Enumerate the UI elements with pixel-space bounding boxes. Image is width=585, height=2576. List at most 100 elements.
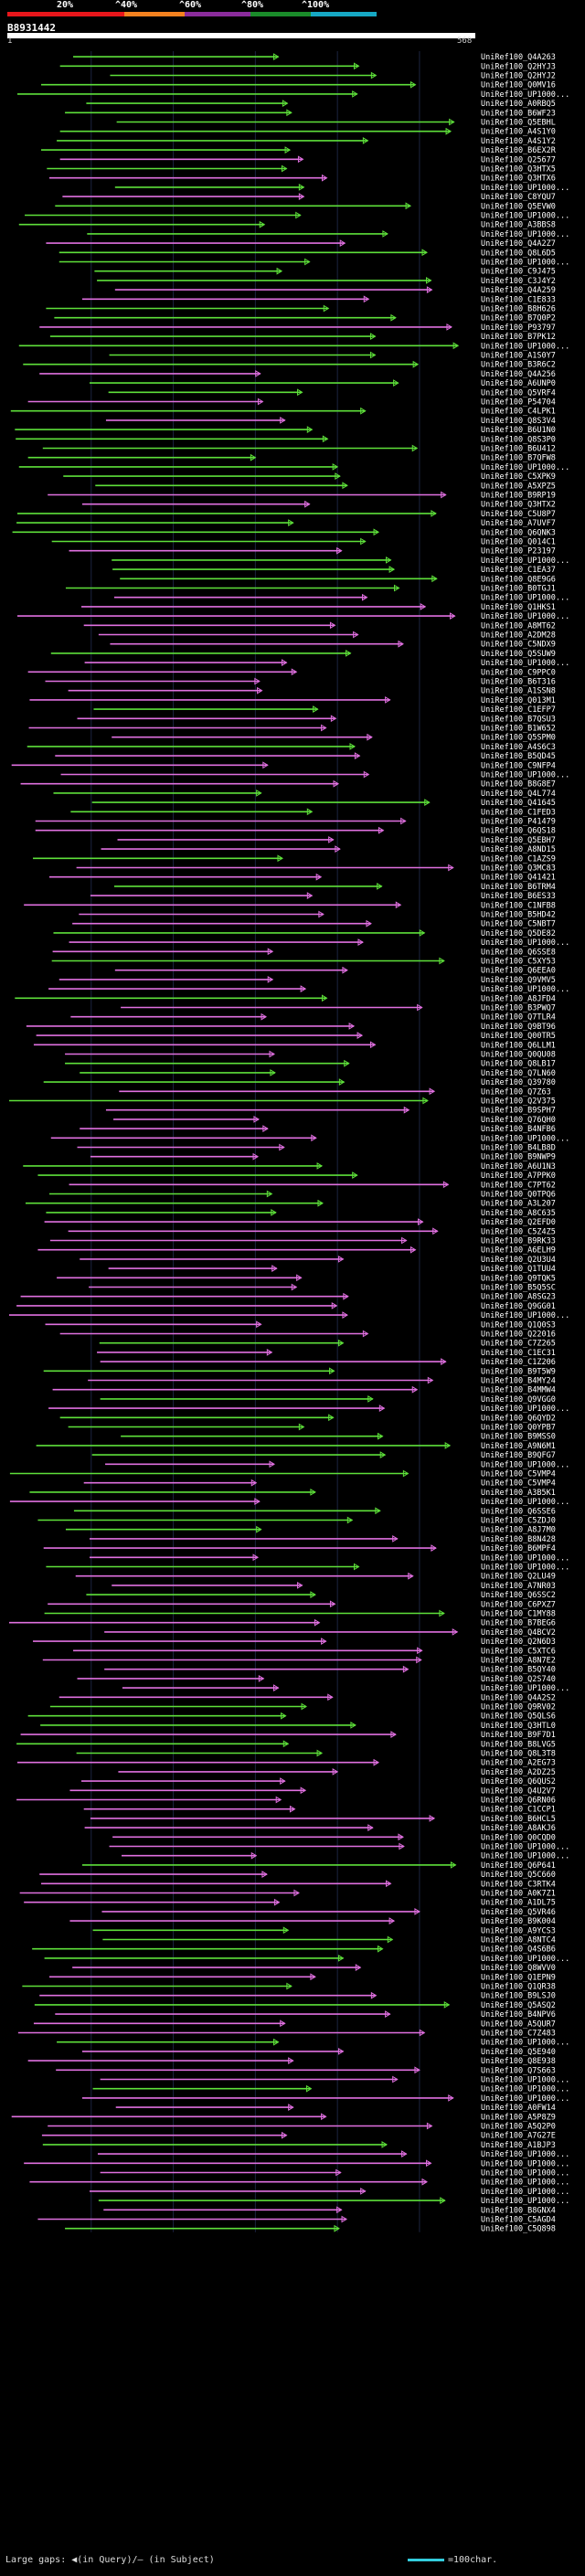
hit-end-arrow — [301, 1702, 308, 1711]
hit-end-arrow — [254, 677, 261, 685]
hit-row: UniRef100_P93797 — [39, 323, 556, 333]
hit-label: UniRef100_Q5C660 — [481, 1871, 556, 1880]
hit-label: UniRef100_UP1000... — [481, 230, 569, 239]
hit-row: UniRef100_C5U8P7 — [16, 510, 556, 519]
hit-row: UniRef100_A0RBQ5 — [86, 100, 556, 109]
scale-line-icon — [408, 2558, 444, 2561]
hit-label: UniRef100_B8G8E7 — [481, 780, 556, 790]
hit-row: UniRef100_Q6EEA0 — [114, 967, 556, 976]
hit-label: UniRef100_Q8LB17 — [481, 1060, 556, 1069]
hit-row: UniRef100_A4S1Y0 — [59, 128, 556, 137]
hit-end-arrow — [330, 715, 337, 723]
hit-row: UniRef100_A8MT62 — [83, 621, 556, 631]
hit-end-arrow — [393, 584, 400, 592]
hit-label: UniRef100_C1EFP7 — [481, 705, 556, 715]
hit-end-arrow — [348, 1023, 356, 1030]
hit-end-arrow — [450, 612, 456, 620]
hit-label: UniRef100_A7NR03 — [481, 1582, 556, 1591]
hit-end-arrow — [441, 491, 447, 499]
hit-label: UniRef100_UP1000... — [481, 1852, 569, 1861]
hit-label: UniRef100_B6HCL5 — [481, 1815, 556, 1824]
hit-row: UniRef100_A8JFD4 — [15, 994, 556, 1003]
hit-row: UniRef100_B7PK12 — [49, 333, 556, 342]
hit-row: UniRef100_Q2V375 — [9, 1097, 556, 1107]
hit-row: UniRef100_Q00TR5 — [36, 1032, 556, 1041]
hit-row: UniRef100_Q9GG01 — [16, 1302, 556, 1311]
hit-row: UniRef100_Q0QU08 — [65, 1051, 556, 1060]
hit-label: UniRef100_A8NTC4 — [481, 1936, 556, 1945]
hit-row: UniRef100_A1BJP3 — [42, 2141, 556, 2150]
hit-row: UniRef100_Q7S663 — [56, 2066, 556, 2075]
hit-row: UniRef100_C8YQU7 — [62, 193, 556, 202]
hit-end-arrow — [419, 929, 426, 937]
hit-row: UniRef100_C6PXZ7 — [48, 1600, 556, 1609]
hit-label: UniRef100_A9YCS3 — [481, 1926, 556, 1935]
hit-end-arrow — [282, 1740, 290, 1748]
hit-label: UniRef100_P54704 — [481, 398, 556, 408]
hit-end-arrow — [429, 1815, 436, 1822]
hit-label: UniRef100_B9QFG7 — [481, 1451, 556, 1460]
hit-end-arrow — [269, 1460, 275, 1468]
hit-row: UniRef100_P23197 — [69, 547, 556, 557]
hit-label: UniRef100_Q1Q0S3 — [481, 1320, 556, 1330]
hit-end-arrow — [282, 100, 289, 107]
hit-end-arrow — [411, 1385, 419, 1394]
hit-end-arrow — [310, 1591, 316, 1598]
hit-label: UniRef100_A3B5K1 — [481, 1489, 556, 1498]
hit-row: UniRef100_B4LB8D — [77, 1144, 556, 1153]
hit-row: UniRef100_UP1000... — [92, 2085, 569, 2094]
hit-row: UniRef100_B8GNX4 — [103, 2206, 556, 2215]
hit-label: UniRef100_Q8E9G6 — [481, 575, 556, 584]
hit-label: UniRef100_B6EX2R — [481, 146, 557, 155]
hit-label: UniRef100_Q6EEA0 — [481, 967, 556, 976]
hit-row: UniRef100_C3J4Y2 — [97, 277, 556, 286]
hit-row: UniRef100_B1W652 — [28, 725, 556, 734]
hit-label: UniRef100_Q3HTX6 — [481, 175, 556, 184]
hit-label: UniRef100_B4NFB6 — [481, 1125, 556, 1134]
hit-row: UniRef100_UP1000... — [81, 2094, 569, 2104]
hit-row: UniRef100_Q1EPN9 — [48, 1973, 556, 1982]
hit-end-arrow — [402, 1665, 410, 1673]
hit-end-arrow — [337, 1339, 345, 1347]
hit-label: UniRef100_Q7Z63 — [481, 1087, 551, 1097]
hit-row: UniRef100_B4MMW4 — [52, 1385, 556, 1395]
hit-row: UniRef100_B6EX2R — [41, 146, 557, 155]
hit-end-arrow — [431, 575, 438, 583]
hit-end-arrow — [329, 1367, 335, 1375]
hit-row: UniRef100_B8G8E7 — [20, 780, 556, 790]
hit-row: UniRef100_C5XPK9 — [63, 472, 556, 482]
hit-label: UniRef100_C1E833 — [481, 295, 556, 304]
hit-label: UniRef100_B3PWQ7 — [481, 1004, 556, 1013]
hit-end-arrow — [378, 1405, 386, 1412]
hit-end-arrow — [446, 323, 452, 331]
hit-label: UniRef100_Q41645 — [481, 799, 556, 808]
hit-row: UniRef100_Q5SPM0 — [112, 734, 556, 743]
hit-end-arrow — [336, 2206, 343, 2214]
hit-label: UniRef100_B9MSS0 — [481, 1433, 556, 1442]
hit-end-arrow — [386, 557, 392, 564]
hit-row: UniRef100_Q9RV02 — [49, 1702, 556, 1712]
hit-end-arrow — [281, 164, 288, 173]
hit-row: UniRef100_A8N7E2 — [42, 1657, 556, 1666]
hit-end-arrow — [289, 1805, 296, 1813]
hit-label: UniRef100_C1FED3 — [481, 808, 556, 817]
hit-label: UniRef100_B6MPF4 — [481, 1544, 556, 1553]
hit-row: UniRef100_A7NR03 — [112, 1582, 556, 1591]
hit-end-arrow — [442, 1181, 450, 1189]
hit-row: UniRef100_A5Q2P0 — [48, 2123, 556, 2132]
hit-end-arrow — [300, 1786, 307, 1795]
hit-label: UniRef100_UP1000... — [481, 1134, 569, 1143]
hit-row: UniRef100_C9NFP4 — [11, 761, 556, 770]
hit-row: UniRef100_Q4A259 — [114, 286, 556, 295]
hit-end-arrow — [360, 537, 367, 546]
hit-label: UniRef100_Q5EBHL — [481, 119, 556, 128]
hit-end-arrow — [385, 2010, 391, 2018]
hit-end-arrow — [273, 53, 280, 60]
hit-row: UniRef100_B4MY24 — [88, 1377, 556, 1386]
hit-label: UniRef100_B6ES33 — [481, 892, 556, 901]
hit-label: UniRef100_A6U1N3 — [481, 1162, 556, 1171]
hit-row: UniRef100_Q5QLS6 — [27, 1712, 556, 1722]
hit-end-arrow — [306, 426, 314, 433]
hit-label: UniRef100_UP1000... — [481, 659, 569, 668]
hit-end-arrow — [275, 1796, 282, 1804]
